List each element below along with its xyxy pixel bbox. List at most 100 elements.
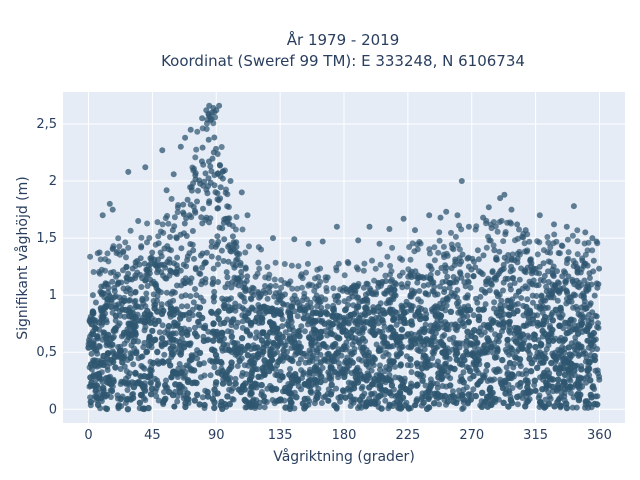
data-point [559,273,566,280]
data-point [549,317,556,324]
data-point [116,320,123,327]
data-point [460,386,467,393]
data-point [371,375,378,383]
data-point [306,369,313,376]
data-point [120,285,127,292]
data-point [104,339,111,346]
data-point [311,367,318,374]
data-point [198,281,205,288]
data-point [585,239,592,246]
data-point [194,319,201,325]
data-point [464,292,471,299]
data-point [301,328,308,335]
data-point [450,334,457,341]
data-point [555,250,562,256]
data-point [143,290,150,297]
data-point [526,351,533,358]
data-point [435,249,442,256]
data-point [219,380,227,387]
data-point [359,335,366,342]
data-point [468,266,475,273]
data-point [355,303,362,311]
data-point [132,288,139,295]
data-point [408,369,415,376]
data-point [241,362,248,369]
data-point [197,294,204,301]
data-point [125,168,132,175]
data-point [431,257,438,264]
data-point [509,251,516,258]
data-point [183,233,190,239]
data-point [487,376,493,383]
data-point [261,404,268,411]
data-point [122,306,129,314]
data-point [258,315,266,322]
data-point [106,200,113,207]
data-point [582,229,589,236]
data-point [581,277,588,284]
data-point [260,345,267,352]
data-point [500,399,507,406]
data-point [425,281,432,288]
data-point [506,304,513,311]
data-point [562,319,569,326]
data-point [274,334,281,341]
data-point [556,322,563,329]
data-point [339,387,347,394]
data-point [361,260,368,267]
data-point [199,314,206,322]
data-point [425,262,432,269]
data-point [574,251,581,258]
data-point [442,363,449,370]
data-point [227,306,235,314]
data-point [465,319,472,326]
data-point [200,337,208,345]
data-point [130,323,138,330]
data-point [245,309,252,317]
x-tick-label: 270 [459,428,484,443]
data-point [496,248,503,255]
data-point [516,276,523,283]
data-point [377,392,384,399]
data-point [363,399,371,406]
data-point [486,237,493,244]
data-point [363,319,371,326]
data-point [480,252,487,259]
data-point [441,392,449,400]
data-point [90,310,97,317]
data-point [382,397,389,404]
data-point [193,333,200,340]
data-point [422,315,429,322]
data-point [227,247,234,254]
data-point [296,306,304,314]
data-point [159,221,166,228]
data-point [187,293,194,300]
data-point [386,226,393,232]
data-point [524,398,531,405]
data-point [333,404,340,411]
data-point [242,249,249,256]
data-point [199,220,206,227]
data-point [222,189,229,196]
data-point [561,268,567,275]
data-point [206,200,212,207]
data-point [590,268,597,275]
data-point [564,236,571,243]
data-point [240,318,246,325]
data-point [180,277,187,284]
data-point [123,368,130,375]
data-point [401,375,408,382]
data-point [172,381,179,388]
data-point [166,388,173,396]
data-point [484,335,491,342]
data-point [146,235,153,241]
data-point [315,391,322,398]
data-point [565,298,572,305]
data-point [234,251,241,258]
data-point [517,342,524,349]
data-point [181,220,188,227]
data-point [247,295,254,302]
data-point [191,165,197,172]
data-point [130,361,137,368]
data-point [572,326,579,333]
